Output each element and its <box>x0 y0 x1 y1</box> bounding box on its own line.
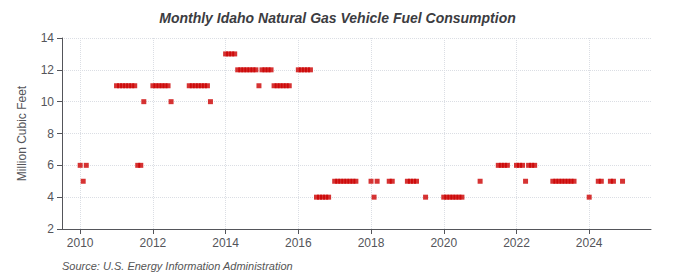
svg-text:2012: 2012 <box>140 236 167 250</box>
svg-text:2018: 2018 <box>358 236 385 250</box>
svg-text:4: 4 <box>47 190 54 204</box>
svg-text:2024: 2024 <box>576 236 603 250</box>
svg-text:2: 2 <box>47 222 54 236</box>
svg-text:Million Cubic Feet: Million Cubic Feet <box>15 85 29 181</box>
svg-text:8: 8 <box>47 127 54 141</box>
svg-text:2010: 2010 <box>67 236 94 250</box>
svg-text:2020: 2020 <box>430 236 457 250</box>
svg-text:14: 14 <box>41 31 55 45</box>
svg-text:Monthly Idaho Natural Gas Vehi: Monthly Idaho Natural Gas Vehicle Fuel C… <box>159 10 516 26</box>
svg-text:10: 10 <box>41 95 55 109</box>
svg-text:2014: 2014 <box>212 236 239 250</box>
svg-text:6: 6 <box>47 158 54 172</box>
svg-text:Source: U.S. Energy Informatio: Source: U.S. Energy Information Administ… <box>62 260 293 272</box>
svg-text:2022: 2022 <box>503 236 530 250</box>
svg-text:2016: 2016 <box>285 236 312 250</box>
svg-text:12: 12 <box>41 63 55 77</box>
